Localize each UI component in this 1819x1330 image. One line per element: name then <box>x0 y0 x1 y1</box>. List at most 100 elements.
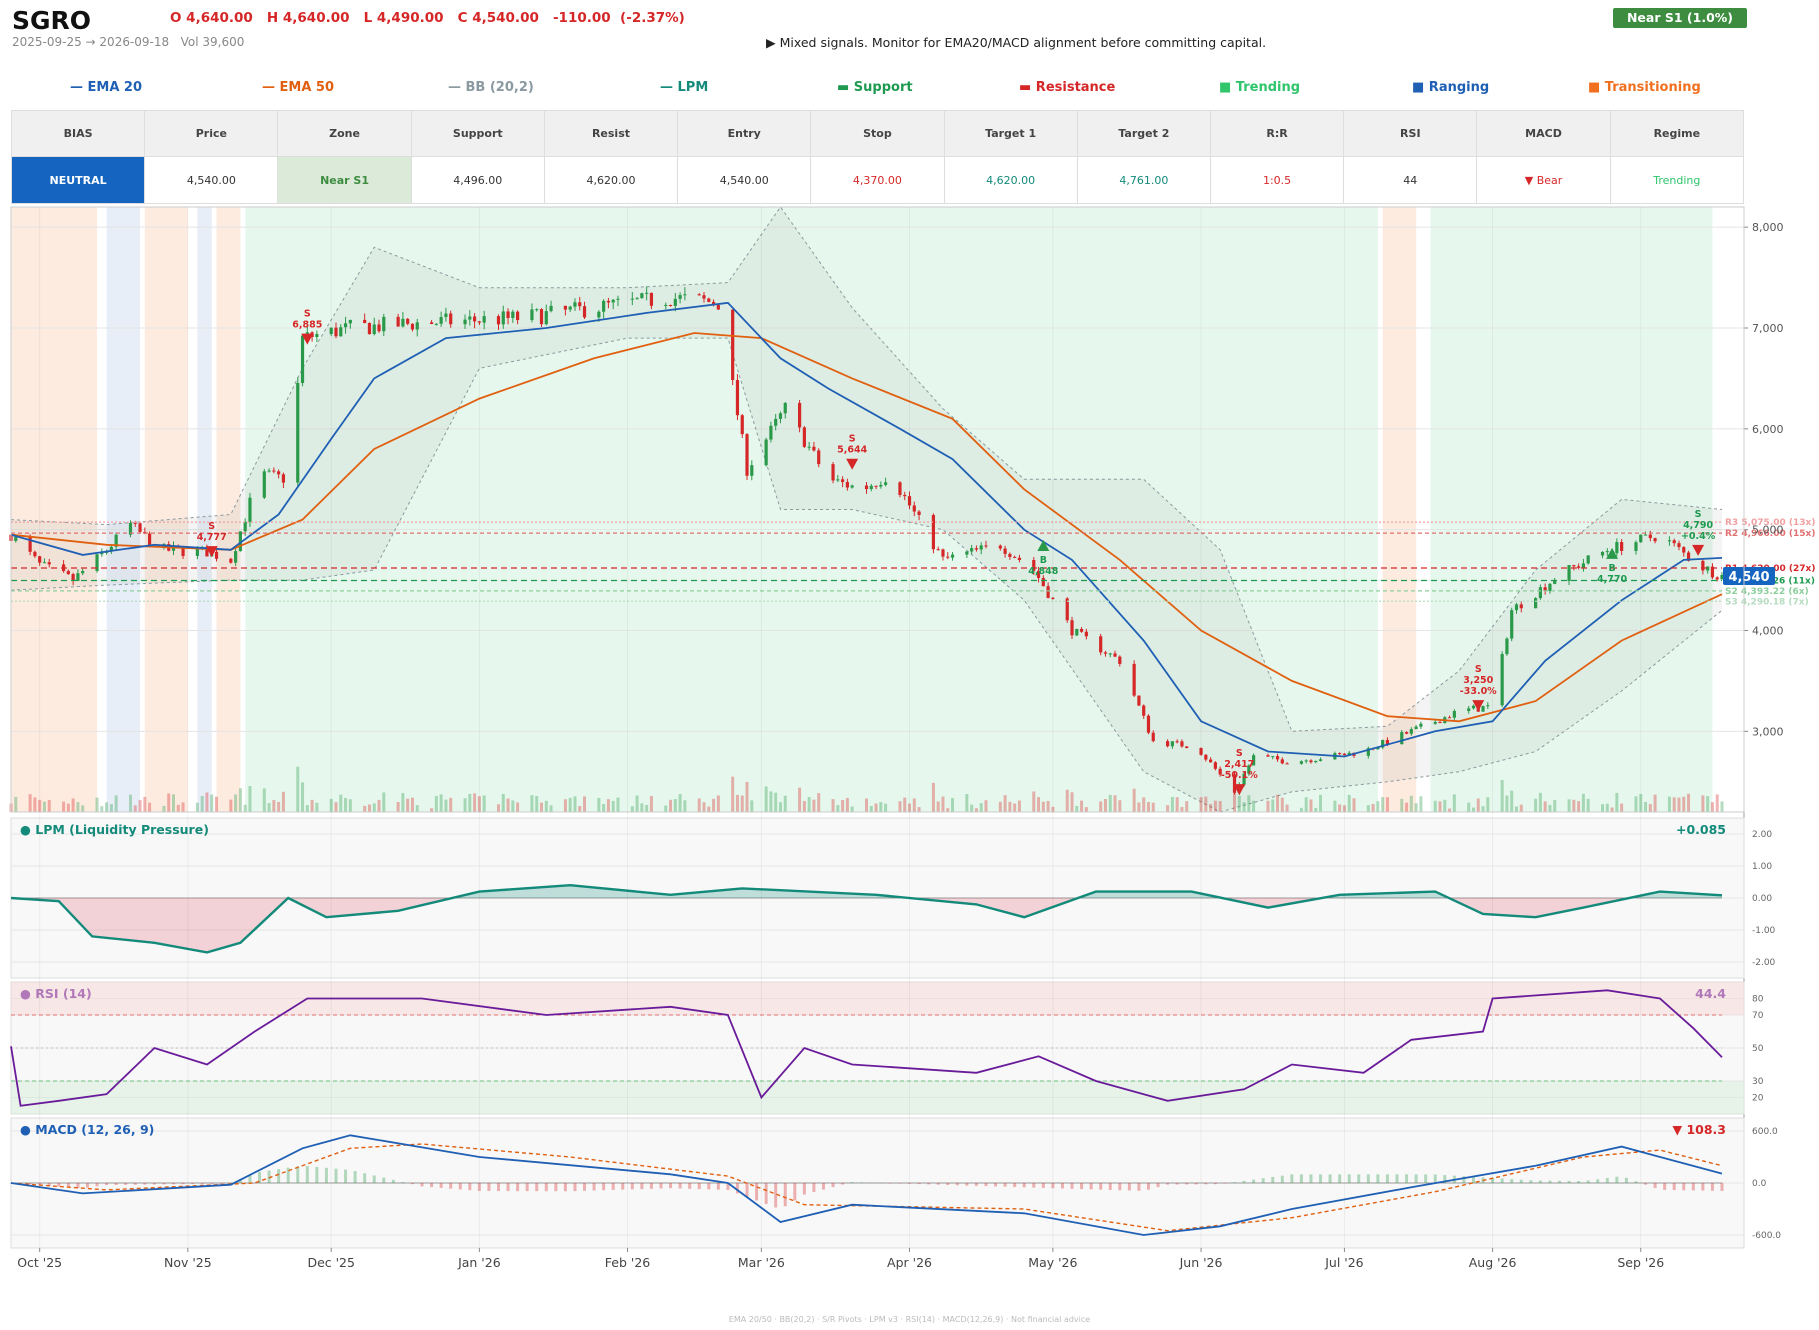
candle-body <box>71 574 75 581</box>
candle-body <box>477 321 481 323</box>
macd-histogram-bar <box>487 1183 491 1191</box>
macd-histogram-bar <box>105 1183 109 1186</box>
candle-body <box>463 319 467 325</box>
macd-histogram-bar <box>1213 1183 1217 1185</box>
macd-histogram-bar <box>1013 1183 1017 1188</box>
macd-histogram-bar <box>1099 1183 1103 1190</box>
macd-histogram-bar <box>1577 1181 1581 1183</box>
volume-bar <box>71 798 75 812</box>
volume-bar <box>66 803 70 812</box>
candle-body <box>114 534 118 547</box>
candle-body <box>1132 663 1136 696</box>
bollinger-bands <box>10 206 1723 813</box>
candle-body <box>1572 565 1576 567</box>
volume-bar <box>181 802 185 812</box>
candle-body <box>879 484 883 487</box>
candle-body <box>343 323 348 328</box>
marker-label: S <box>304 309 311 320</box>
candle-body <box>817 450 821 465</box>
macd-histogram-bar <box>1347 1174 1351 1183</box>
macd-histogram-bar <box>1596 1179 1600 1183</box>
time-tick-label: Oct '25 <box>17 1255 62 1270</box>
candle-body <box>1051 597 1055 599</box>
macd-histogram-bar <box>1309 1174 1313 1183</box>
volume-bar <box>683 800 687 812</box>
macd-histogram-bar <box>1252 1179 1256 1183</box>
candle-body <box>367 323 372 335</box>
macd-histogram-bar <box>697 1183 701 1190</box>
candle-body <box>1686 552 1691 561</box>
candle-body <box>14 536 18 541</box>
macd-histogram-bar <box>258 1171 262 1183</box>
candle-body <box>1634 542 1638 551</box>
marker-label: 6,885 <box>292 320 322 331</box>
macd-histogram-bar <box>1376 1174 1380 1183</box>
macd-histogram-bar <box>1156 1183 1160 1188</box>
volume-bar <box>1720 801 1724 812</box>
macd-histogram-bar <box>936 1183 940 1185</box>
macd-histogram-bar <box>1175 1183 1179 1185</box>
volume-bar <box>310 799 314 812</box>
candle-body <box>898 482 902 495</box>
candle-body <box>42 562 47 564</box>
volume-bar <box>229 799 233 812</box>
volume-bar <box>482 795 486 812</box>
volume-bar <box>544 800 548 812</box>
marker-label: -33.0% <box>1460 686 1497 697</box>
volume-bar <box>783 795 787 812</box>
volume-bar <box>1180 806 1184 812</box>
candle-body <box>807 446 811 448</box>
macd-histogram-bar <box>143 1183 147 1185</box>
candle-body <box>1682 547 1686 553</box>
macd-histogram-bar <box>1653 1183 1657 1189</box>
macd-histogram-bar <box>219 1183 223 1184</box>
legend-lpm: — LPM <box>660 80 709 95</box>
candle-body <box>950 554 955 558</box>
volume-bar <box>1682 796 1686 812</box>
volume-bar <box>143 796 147 812</box>
regime-band-transitioning <box>144 207 188 812</box>
volume-bar <box>100 806 104 812</box>
candle-body <box>429 322 434 325</box>
candle-body <box>683 294 687 296</box>
volume-bar <box>401 793 405 812</box>
volume-bar <box>81 805 85 812</box>
candle-body <box>1553 580 1557 584</box>
legend-ranging: ■ Ranging <box>1412 80 1490 95</box>
macd-histogram-bar <box>334 1168 338 1183</box>
volume-bar <box>363 805 367 812</box>
volume-bar <box>664 805 668 812</box>
candle-body <box>1218 768 1222 775</box>
macd-histogram-bar <box>525 1183 529 1192</box>
candle-body <box>597 311 601 318</box>
volume-bar <box>76 802 80 812</box>
macd-histogram-bar <box>353 1171 357 1183</box>
candle-body <box>516 311 520 321</box>
candle-body <box>864 485 869 490</box>
candle-body <box>1715 577 1719 580</box>
macd-histogram-bar <box>869 1182 873 1184</box>
legend-trending: ■ Trending <box>1219 80 1301 95</box>
macd-histogram-bar <box>994 1183 998 1187</box>
volume-bar <box>1299 807 1303 812</box>
table-header-row: BIAS Price Zone Support Resist Entry Sto… <box>10 110 1745 157</box>
volume-bar <box>1701 795 1705 812</box>
macd-histogram-bar <box>793 1183 797 1201</box>
candle-body <box>81 570 85 574</box>
macd-histogram-bar <box>1032 1183 1036 1188</box>
macd-histogram-bar <box>850 1182 854 1183</box>
volume-bar <box>1443 799 1447 812</box>
volume-bar <box>128 794 132 812</box>
volume-bar <box>14 796 18 812</box>
marker-label: S <box>1236 748 1243 759</box>
candle-body <box>640 293 644 299</box>
td-bias: NEUTRAL <box>10 156 146 204</box>
candle-body <box>1247 765 1251 774</box>
macd-histogram-bar <box>1624 1177 1628 1183</box>
volume-bar <box>1414 803 1418 812</box>
td-rr: 1:0.5 <box>1209 156 1345 204</box>
candle-body <box>850 485 854 488</box>
macd-histogram-bar <box>363 1173 367 1183</box>
macd-histogram-bar <box>1338 1174 1342 1183</box>
candle-body <box>472 316 477 322</box>
